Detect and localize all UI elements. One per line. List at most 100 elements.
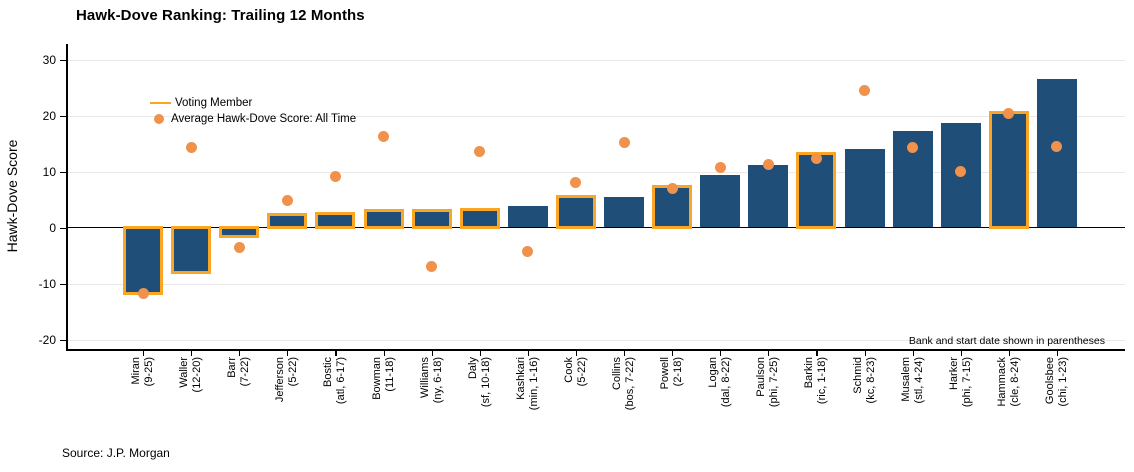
legend-label-voting-member: Voting Member [175, 97, 253, 109]
x-tick-mark [383, 351, 385, 356]
x-label-detail: (7-22) [238, 357, 251, 387]
y-tick-mark [60, 171, 66, 173]
bar-miran [123, 226, 163, 295]
x-label-detail: (stl, 4-24) [912, 357, 925, 404]
avg-dot-collins [618, 136, 630, 148]
bar-collins [604, 196, 644, 228]
x-tick-mark [431, 351, 433, 356]
y-tick-label: 0 [49, 220, 56, 235]
x-label-detail: (sf, 10-18) [479, 357, 492, 408]
avg-dot-goolsbee [1051, 140, 1063, 152]
x-label-name: Bowman [370, 357, 383, 400]
y-axis-title: Hawk-Dove Score [4, 139, 20, 253]
x-label-name: Waller [178, 357, 191, 388]
x-label-detail: (atl, 6-17) [334, 357, 347, 405]
bar-kashkari [507, 206, 548, 228]
y-axis-line [66, 44, 68, 350]
x-tick-mark [672, 351, 674, 356]
x-label-detail: (5-22) [575, 357, 588, 387]
x-label-name: Hammack [995, 357, 1008, 407]
y-tick-label: 30 [42, 52, 56, 67]
x-tick-mark [527, 351, 529, 356]
avg-dot-williams [426, 261, 438, 273]
bar-williams [411, 209, 452, 229]
x-label-detail: (11-18) [383, 357, 395, 392]
avg-dot-daly [474, 145, 486, 157]
x-label-harker: Harker (phi, 7-15) [948, 357, 973, 407]
x-label-name: Jefferson [274, 357, 287, 403]
bar-hammack [988, 110, 1029, 229]
x-label-bostic: Bostic (atl, 6-17) [322, 357, 347, 404]
x-tick-mark [1056, 351, 1059, 356]
x-tick-mark [864, 351, 866, 356]
x-tick-mark [912, 351, 914, 356]
x-tick-mark [1008, 351, 1010, 356]
bar-cook [555, 195, 596, 229]
avg-dot-cook [570, 176, 582, 188]
x-tick-mark [335, 351, 337, 356]
gridline--20 [66, 339, 1125, 341]
x-tick-mark [287, 351, 289, 356]
x-label-paulson: Paulson (phi, 7-25) [755, 357, 780, 407]
avg-dot-kashkari [522, 245, 534, 257]
x-label-detail: (kc, 8-23) [864, 357, 876, 404]
x-label-detail: (min, 1-16) [527, 357, 540, 411]
y-tick-mark [60, 115, 66, 117]
avg-dot-miran [137, 288, 149, 300]
x-label-detail: (phi, 7-25) [767, 357, 780, 408]
x-label-cook: Cook (5-22) [563, 357, 588, 386]
avg-dot-logan [714, 162, 726, 174]
avg-dot-harker [955, 166, 967, 177]
x-label-musalem: Musalem (stl, 4-24) [900, 357, 925, 403]
x-tick-mark [479, 351, 481, 356]
x-label-bowman: Bowman (11-18) [371, 357, 396, 400]
legend-item-average-score: Average Hawk-Dove Score: All Time [150, 111, 356, 127]
y-tick-label: -20 [38, 332, 56, 347]
bar-bostic [315, 211, 356, 229]
avg-dot-barkin [810, 152, 822, 164]
y-tick-label: 10 [42, 164, 56, 179]
x-label-name: Musalem [899, 357, 912, 402]
x-label-name: Daly [466, 357, 479, 380]
x-tick-mark [191, 351, 193, 356]
avg-dot-barr [233, 242, 245, 254]
bar-schmid [844, 149, 885, 228]
y-tick-mark [60, 283, 66, 285]
x-label-barr: Barr (7-22) [226, 357, 251, 386]
x-label-kashkari: Kashkari (min, 1-16) [515, 357, 540, 410]
avg-dot-musalem [907, 141, 919, 153]
x-label-detail: (dal, 8-22) [719, 357, 732, 408]
x-label-waller: Waller (12-20) [178, 357, 203, 392]
voting-member-line-icon [150, 102, 171, 104]
x-label-name: Barkin [803, 357, 816, 389]
x-label-name: Powell [659, 357, 672, 390]
x-label-detail: (cle, 8-24) [1008, 357, 1021, 407]
x-label-name: Harker [947, 357, 960, 391]
x-label-detail: (chi, 1-23) [1056, 357, 1069, 407]
source-attribution: Source: J.P. Morgan [62, 446, 170, 460]
gridline-20 [66, 115, 1125, 117]
x-label-detail: (ric, 1-18) [815, 357, 828, 405]
x-label-daly: Daly (sf, 10-18) [467, 357, 492, 407]
x-label-detail: (phi, 7-15) [960, 357, 973, 408]
x-tick-mark [575, 351, 578, 356]
x-label-detail: (9-25) [142, 357, 155, 387]
x-label-barkin: Barkin (ric, 1-18) [803, 357, 828, 404]
bar-logan [700, 175, 741, 228]
x-label-name: Schmid [851, 357, 864, 394]
bar-barr [219, 226, 260, 239]
x-label-name: Cook [562, 357, 575, 383]
x-label-detail: (2-18) [671, 357, 684, 387]
x-label-hammack: Hammack (cle, 8-24) [996, 357, 1021, 407]
x-tick-mark [768, 351, 770, 356]
plot-area: Voting Member Average Hawk-Dove Score: A… [66, 44, 1125, 350]
x-label-name: Williams [418, 357, 431, 398]
x-label-miran: Miran (9-25) [130, 357, 155, 386]
x-tick-mark [239, 351, 241, 356]
x-label-detail: (bos, 7-22) [623, 357, 636, 411]
x-tick-mark [816, 351, 818, 356]
x-label-powell: Powell (2-18) [659, 357, 684, 389]
avg-dot-jefferson [281, 195, 293, 207]
x-label-detail: (5-22) [286, 357, 299, 387]
